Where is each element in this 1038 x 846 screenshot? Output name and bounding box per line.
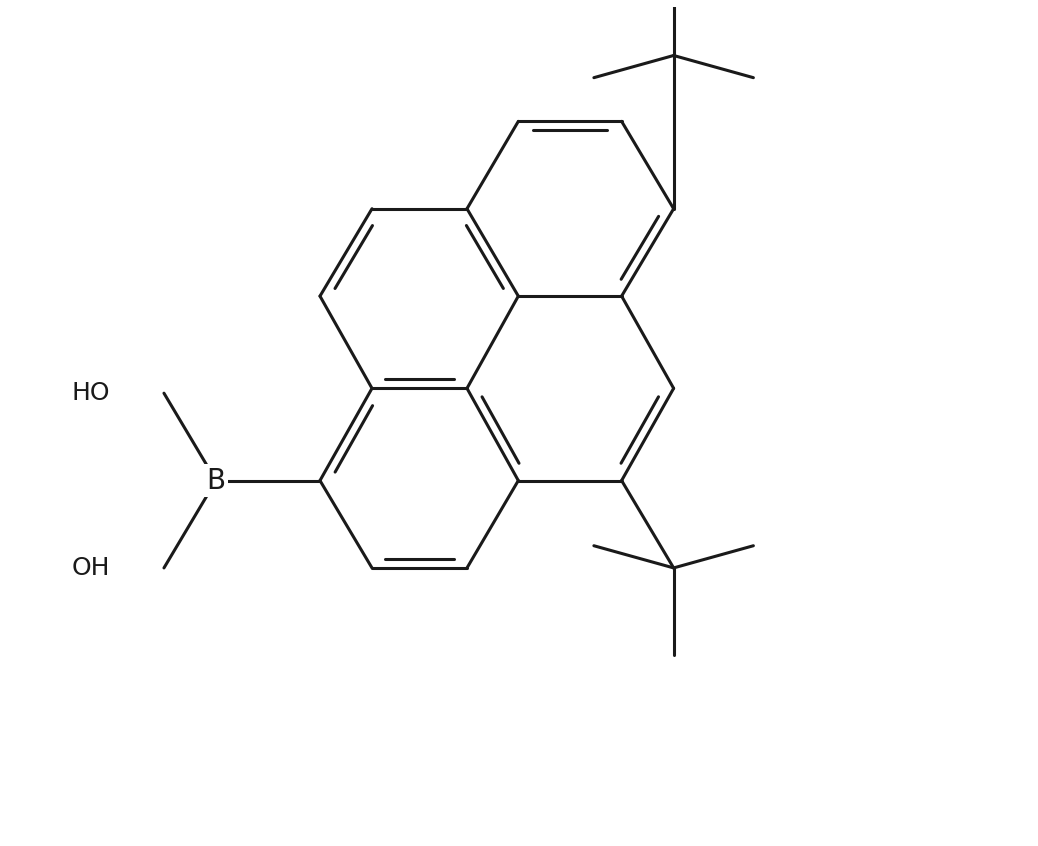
Text: HO: HO <box>72 382 110 405</box>
Text: B: B <box>207 466 225 495</box>
Text: OH: OH <box>72 556 110 580</box>
